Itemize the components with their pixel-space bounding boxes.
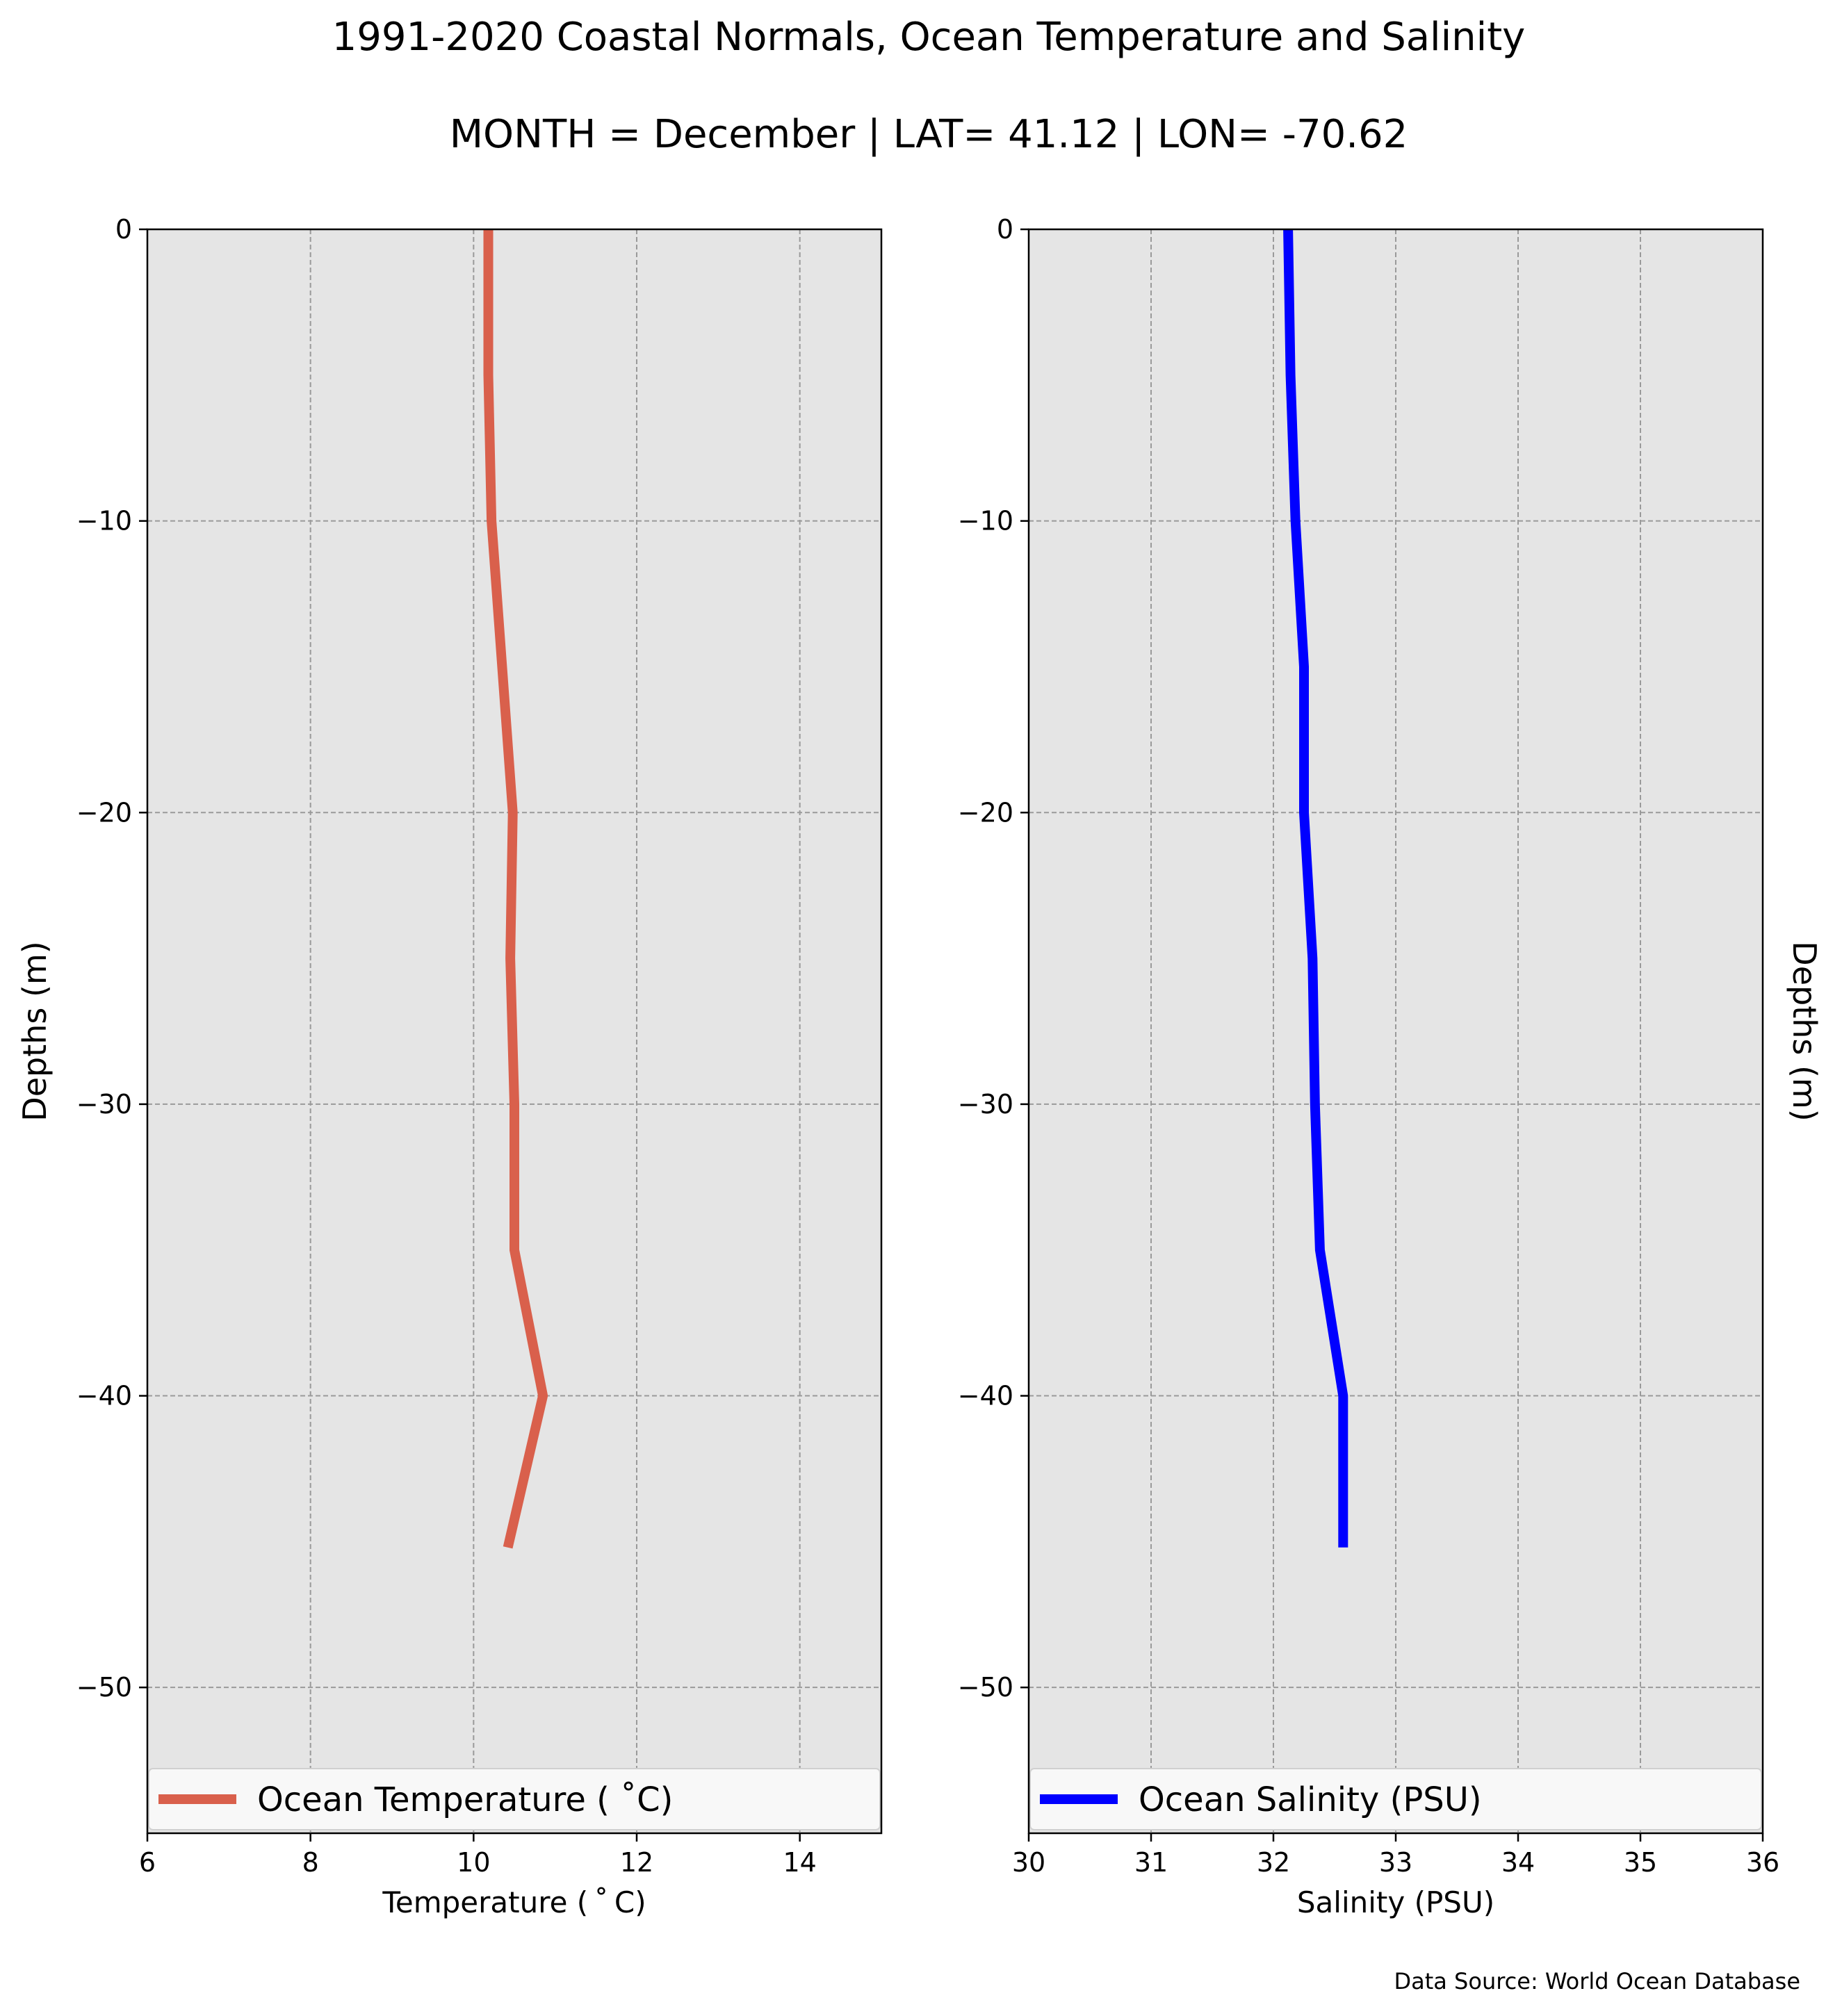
x-axis-label: Salinity (PSU) <box>1297 1885 1494 1919</box>
legend-box <box>148 1768 881 1830</box>
series-line <box>483 229 548 1549</box>
y-tick-label: −30 <box>958 1089 1013 1120</box>
y-tick-label: −30 <box>76 1089 132 1120</box>
data-source-note: Data Source: World Ocean Database <box>1394 1968 1800 1994</box>
series-line <box>1283 229 1348 1548</box>
figure-title: 1991-2020 Coastal Normals, Ocean Tempera… <box>332 15 1526 60</box>
y-tick-label: 0 <box>997 214 1013 245</box>
y-axis-label: Depths (m) <box>16 941 54 1121</box>
x-tick-label: 14 <box>783 1847 816 1878</box>
y-tick-label: 0 <box>115 214 132 245</box>
x-tick-label: 8 <box>302 1847 319 1878</box>
x-tick-label: 35 <box>1624 1847 1657 1878</box>
x-tick-label: 34 <box>1501 1847 1535 1878</box>
chart-panel-salinity: Ocean Salinity (PSU) 30 31 32 33 34 35 36 0 −10 −2… <box>958 214 1823 1919</box>
plot-frame <box>146 228 883 1835</box>
legend-box <box>1029 1768 1762 1830</box>
plot-area <box>1029 229 1763 1833</box>
y-tick-label: −10 <box>958 506 1013 536</box>
y-tick-label: −50 <box>76 1672 132 1703</box>
y-tick-label: −20 <box>958 797 1013 828</box>
legend-label: Ocean Salinity (PSU) <box>1139 1780 1482 1819</box>
x-tick-label: 31 <box>1134 1847 1168 1878</box>
x-tick-label: 33 <box>1379 1847 1412 1878</box>
legend-label: Ocean Temperature ( ˚C) <box>257 1780 673 1819</box>
y-tick-label: −50 <box>958 1672 1013 1703</box>
x-tick-label: 6 <box>139 1847 156 1878</box>
y-tick-label: −10 <box>76 506 132 536</box>
x-tick-label: 36 <box>1746 1847 1779 1878</box>
x-axis-label: Temperature ( ˚ C) <box>382 1885 646 1919</box>
chart-panel-temperature: Ocean Temperature ( ˚C) 6 8 10 12 14 0 −10 −20 −3… <box>16 214 883 1919</box>
y-tick-label: −40 <box>958 1381 1013 1411</box>
y-tick-label: −40 <box>76 1381 132 1411</box>
x-tick-label: 10 <box>457 1847 490 1878</box>
figure-subtitle: MONTH = December | LAT= 41.12 | LON= -70… <box>450 112 1408 157</box>
x-tick-label: 32 <box>1257 1847 1290 1878</box>
x-tick-label: 30 <box>1012 1847 1045 1878</box>
y-tick-label: −20 <box>76 797 132 828</box>
y-axis-label-right: Depths (m) <box>1786 941 1823 1121</box>
x-tick-label: 12 <box>620 1847 653 1878</box>
